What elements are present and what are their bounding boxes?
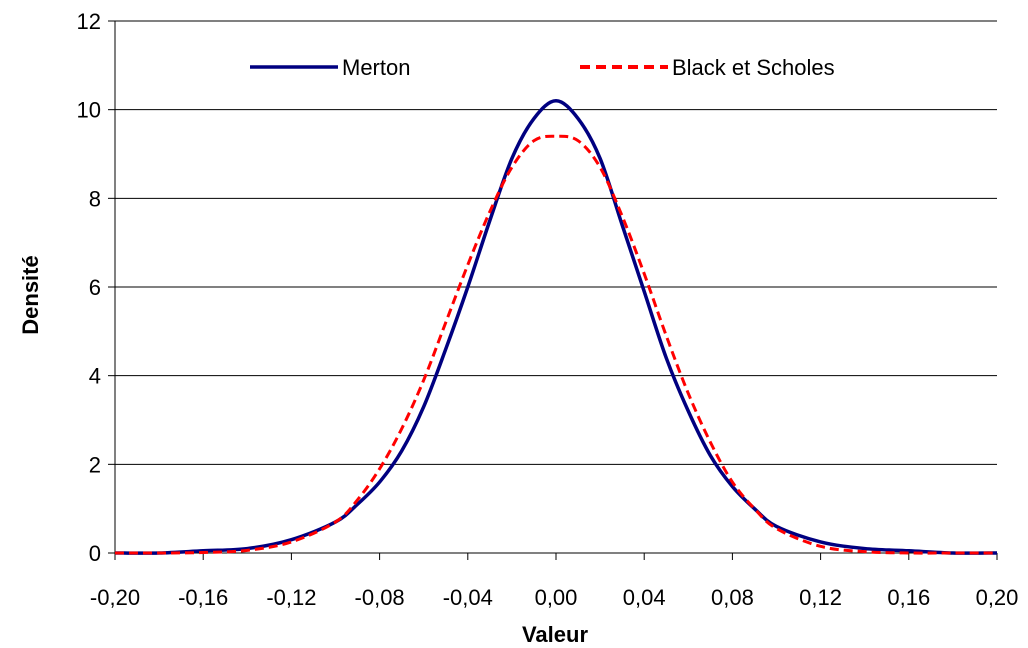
series-line-black-scholes <box>114 134 997 555</box>
x-axis-title: Valeur <box>522 622 588 647</box>
x-tick-label: -0,04 <box>443 585 493 610</box>
x-tick-label: -0,12 <box>266 585 316 610</box>
x-tick-label: 0,08 <box>711 585 754 610</box>
y-tick-label: 12 <box>77 9 101 34</box>
y-tick-label: 8 <box>89 186 101 211</box>
legend: Merton Black et Scholes <box>250 55 835 80</box>
y-tick-label: 2 <box>89 452 101 477</box>
y-tick-label: 6 <box>89 275 101 300</box>
x-tick-label: -0,20 <box>90 585 140 610</box>
y-axis-title: Densité <box>18 255 43 334</box>
series-lines <box>114 99 998 555</box>
legend-label-black-scholes: Black et Scholes <box>672 55 835 80</box>
series-line-merton <box>114 99 998 555</box>
y-tick-label: 10 <box>77 98 101 123</box>
x-tick-label: -0,08 <box>355 585 405 610</box>
y-tick-label: 0 <box>89 541 101 566</box>
x-tick-label: 0,00 <box>535 585 578 610</box>
x-tick-label: -0,16 <box>178 585 228 610</box>
x-tick-label: 0,04 <box>623 585 666 610</box>
y-tick-label: 4 <box>89 364 101 389</box>
x-tick-label: 0,12 <box>799 585 842 610</box>
grid <box>115 20 997 465</box>
x-tick-label: 0,16 <box>887 585 930 610</box>
legend-label-merton: Merton <box>342 55 410 80</box>
x-tick-label: 0,20 <box>976 585 1019 610</box>
axes: 0 2 4 6 8 10 12 -0,20 -0,16 -0,12 -0,08 -0,04 0,00 0,… <box>77 9 1019 610</box>
